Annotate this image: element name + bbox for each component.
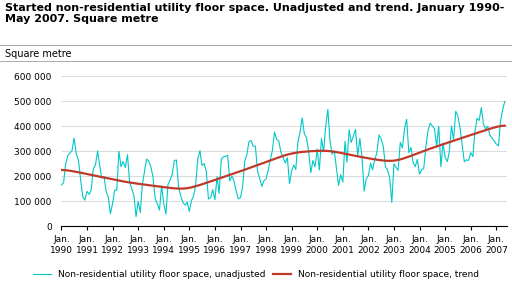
Line: Non-residential utility floor space, unadjusted: Non-residential utility floor space, una…	[61, 102, 505, 217]
Text: Started non-residential utility floor space. Unadjusted and trend. January 1990-: Started non-residential utility floor sp…	[5, 3, 504, 24]
Line: Non-residential utility floor space, trend: Non-residential utility floor space, tre…	[61, 126, 505, 188]
Text: Square metre: Square metre	[5, 50, 72, 59]
Legend: Non-residential utility floor space, unadjusted, Non-residential utility floor s: Non-residential utility floor space, una…	[29, 266, 483, 282]
